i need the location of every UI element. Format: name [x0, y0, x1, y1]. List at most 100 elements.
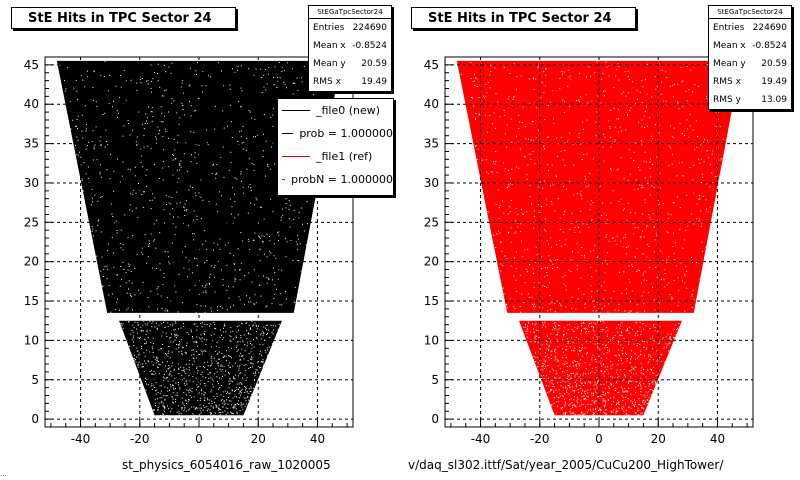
hit-gap [639, 383, 641, 385]
hit-gap [194, 192, 196, 194]
hit-gap [106, 278, 108, 280]
hit-gap [549, 308, 551, 310]
hit-gap [584, 391, 585, 393]
hit-gap [602, 343, 604, 345]
hit-gap [638, 398, 640, 400]
hit-gap [639, 326, 641, 328]
hit-gap [589, 364, 591, 366]
hit-gap [270, 116, 272, 118]
hit-gap [582, 374, 584, 376]
hit-gap [647, 362, 649, 364]
hit-gap [239, 387, 241, 388]
hit-gap [599, 349, 601, 351]
hit-gap [543, 363, 545, 365]
hit-gap [495, 151, 497, 153]
hit-gap [644, 127, 646, 128]
hit-gap [236, 351, 238, 353]
hit-gap [628, 343, 630, 345]
hit-gap [635, 322, 637, 324]
hit-gap [557, 332, 559, 334]
hit-gap [135, 141, 137, 143]
hit-gap [643, 408, 645, 410]
hit-gap [276, 87, 278, 88]
hit-gap [269, 168, 271, 170]
hit-gap [181, 102, 183, 104]
hit-gap [165, 308, 167, 310]
hit-gap [567, 69, 569, 71]
hit-gap [248, 367, 250, 369]
hit-gap [245, 149, 247, 151]
hit-gap [564, 150, 566, 151]
hit-gap [241, 323, 243, 325]
hit-gap [611, 237, 613, 239]
hit-gap [136, 82, 138, 84]
hit-gap [597, 256, 598, 258]
hit-gap [630, 400, 632, 402]
hit-gap [563, 330, 565, 332]
hit-gap [223, 400, 225, 402]
hit-gap [679, 207, 681, 209]
hit-gap [472, 81, 474, 83]
hit-gap [204, 367, 206, 369]
hit-gap [698, 199, 700, 200]
hit-gap [174, 333, 176, 335]
hit-gap [538, 337, 540, 339]
hit-gap [199, 398, 201, 399]
hit-gap [634, 102, 636, 104]
hit-gap [252, 325, 254, 327]
hit-gap [545, 380, 547, 382]
hit-gap [111, 237, 113, 239]
hit-gap [569, 403, 571, 405]
hit-gap [275, 325, 277, 327]
hit-gap [593, 414, 595, 416]
hit-gap [646, 106, 647, 108]
hit-gap [673, 232, 674, 234]
hit-gap [594, 343, 596, 345]
hit-gap [196, 408, 198, 409]
hit-gap [617, 399, 619, 401]
hit-gap [177, 311, 179, 313]
hit-gap [628, 312, 630, 314]
hit-gap [642, 186, 644, 188]
hit-gap [133, 341, 135, 343]
hit-gap [506, 187, 508, 188]
hit-gap [673, 202, 675, 204]
hit-gap [241, 142, 243, 144]
hit-gap [113, 266, 115, 268]
hit-gap [553, 123, 555, 125]
hit-gap [498, 207, 500, 209]
hit-gap [581, 344, 583, 346]
hit-gap [240, 171, 242, 173]
hit-gap [222, 411, 224, 413]
hit-gap [164, 326, 166, 328]
hit-gap [553, 327, 554, 329]
hit-gap [279, 304, 281, 306]
hit-gap [668, 164, 670, 166]
hit-gap [218, 62, 220, 64]
hit-gap [571, 329, 573, 331]
hit-gap [162, 121, 164, 123]
hit-gap [513, 96, 515, 97]
hit-gap [643, 404, 645, 406]
hit-gap [600, 408, 601, 410]
hit-gap [247, 395, 249, 397]
hit-gap [542, 82, 544, 84]
stats-row: RMS x 19.49 [709, 73, 791, 91]
hit-gap [652, 348, 654, 350]
hit-gap [209, 283, 211, 285]
hit-gap [554, 210, 556, 212]
hit-gap [608, 415, 609, 417]
hit-gap [228, 397, 229, 398]
hit-gap [603, 133, 605, 135]
hit-gap [222, 110, 224, 112]
hit-gap [167, 322, 169, 324]
hit-gap [271, 343, 273, 345]
hit-gap [575, 405, 577, 407]
hit-gap [571, 212, 573, 214]
hit-gap [263, 218, 265, 220]
hit-gap [229, 392, 231, 394]
hit-gap [110, 311, 112, 313]
hit-gap [621, 395, 623, 397]
hit-gap [554, 355, 556, 357]
hit-gap [84, 105, 86, 107]
